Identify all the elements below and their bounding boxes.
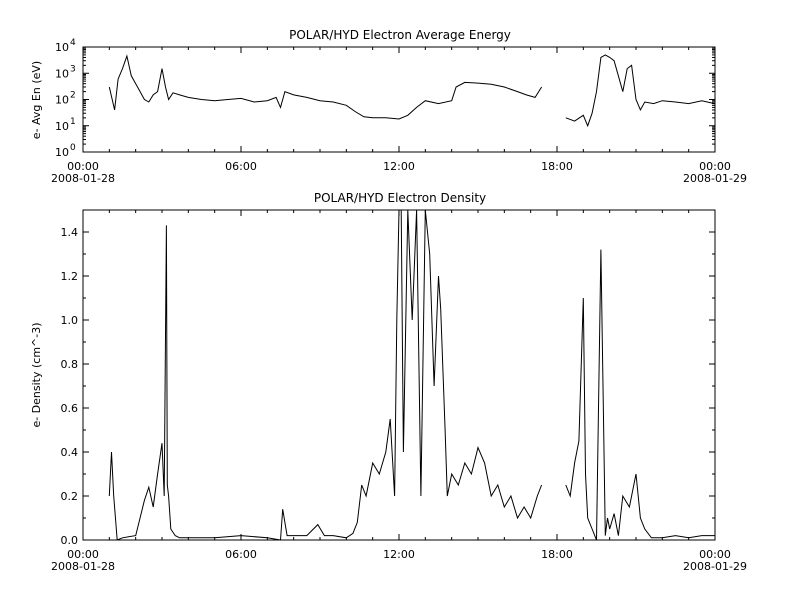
energy-x-tick-label: 18:00 — [541, 160, 573, 173]
density-y-tick-label: 0.6 — [61, 402, 79, 415]
energy-x-tick-label: 00:00 — [699, 160, 731, 173]
density-y-tick-label: 1.4 — [61, 226, 79, 239]
energy-series-line-segment-1 — [108, 54, 543, 120]
energy-y-tick-exponent: 1 — [70, 117, 76, 127]
density-y-tick-label: 1.0 — [61, 314, 79, 327]
energy-plot-frame — [82, 46, 716, 153]
density-plot-frame — [82, 209, 716, 541]
energy-series-line-segment-2 — [565, 54, 715, 128]
density-y-tick-label: 0.8 — [61, 358, 79, 371]
density-x-tick-label: 06:00 — [225, 548, 257, 561]
energy-y-tick-label: 10 — [55, 120, 69, 133]
density-x-tick-label: 12:00 — [383, 548, 415, 561]
density-series-line-segment-1 — [108, 210, 543, 540]
density-y-axis-label: e- Density (cm^-3) — [30, 322, 43, 427]
density-x-tick-date: 2008-01-29 — [683, 560, 747, 573]
density-x-tick-label: 00:00 — [67, 548, 99, 561]
energy-x-tick-label: 00:00 — [67, 160, 99, 173]
density-y-tick-label: 0.0 — [61, 534, 79, 547]
energy-y-axis-label: e- Avg En (eV) — [30, 61, 43, 139]
density-title: POLAR/HYD Electron Density — [314, 191, 486, 205]
energy-y-tick-exponent: 0 — [70, 143, 76, 153]
density-x-tick-label: 00:00 — [699, 548, 731, 561]
density-y-tick-label: 0.4 — [61, 446, 79, 459]
energy-x-tick-label: 06:00 — [225, 160, 257, 173]
energy-y-tick-label: 10 — [55, 41, 69, 54]
energy-x-tick-date: 2008-01-29 — [683, 172, 747, 185]
energy-y-tick-label: 10 — [55, 67, 69, 80]
density-panel: POLAR/HYD Electron Density e- Density (c… — [30, 191, 747, 573]
density-y-tick-label: 1.2 — [61, 270, 79, 283]
density-x-tick-label: 18:00 — [541, 548, 573, 561]
energy-title: POLAR/HYD Electron Average Energy — [289, 28, 511, 42]
energy-y-tick-label: 10 — [55, 94, 69, 107]
energy-x-tick-date: 2008-01-28 — [51, 172, 115, 185]
density-y-tick-label: 0.2 — [61, 490, 79, 503]
energy-y-tick-label: 10 — [55, 146, 69, 159]
energy-y-tick-exponent: 3 — [70, 64, 76, 74]
density-x-tick-date: 2008-01-28 — [51, 560, 115, 573]
energy-y-tick-exponent: 4 — [70, 38, 76, 48]
energy-y-tick-exponent: 2 — [70, 91, 76, 101]
energy-panel: POLAR/HYD Electron Average Energy e- Avg… — [30, 28, 747, 185]
energy-x-tick-label: 12:00 — [383, 160, 415, 173]
density-series-line-segment-2 — [565, 249, 715, 540]
